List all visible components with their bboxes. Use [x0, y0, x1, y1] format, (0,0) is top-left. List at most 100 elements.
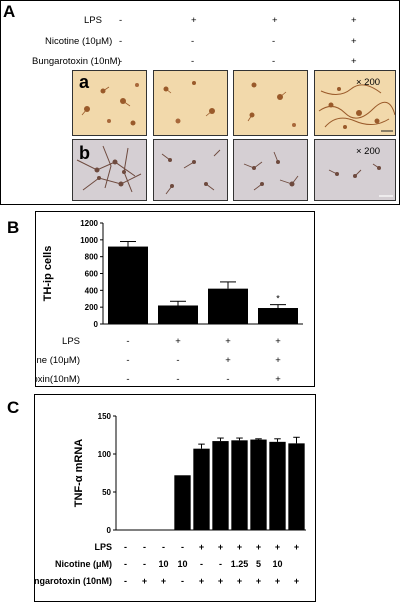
condition-value: + [351, 15, 357, 26]
y-tick-label: 1000 [80, 236, 98, 245]
condition-value: - [124, 576, 127, 586]
condition-value: - [126, 374, 129, 385]
condition-value: 1.25 [231, 559, 249, 569]
y-tick-label: 50 [102, 488, 111, 497]
condition-value: - [124, 559, 127, 569]
condition-value: + [275, 355, 281, 366]
condition-value: + [351, 36, 357, 47]
y-tick-label: 150 [98, 412, 112, 421]
condition-value: - [124, 542, 127, 552]
condition-value: + [161, 576, 166, 586]
micrograph-row-a-4 [314, 70, 396, 136]
bar [193, 448, 210, 530]
stained-cells-image [81, 83, 139, 126]
condition-label-bungarotoxin: Bungarotoxin (10nM) [32, 56, 121, 67]
stained-cells-image [161, 149, 221, 195]
condition-label: LPS [94, 542, 112, 552]
condition-value: + [272, 15, 278, 26]
stained-cells-image [318, 84, 395, 132]
y-axis-label: TNF-α mRNA [73, 439, 85, 508]
condition-label: Nicotine (μM) [55, 559, 112, 569]
stained-cells-image [328, 163, 393, 197]
condition-value: - [143, 542, 146, 552]
condition-label-lps: LPS [84, 15, 102, 26]
condition-value: + [199, 542, 204, 552]
y-tick-label: 0 [107, 526, 112, 535]
condition-value: 10 [158, 559, 168, 569]
bar [258, 308, 298, 324]
condition-value: - [143, 559, 146, 569]
micrograph-row-b-1 [72, 139, 147, 201]
condition-value: + [237, 542, 242, 552]
condition-value: + [275, 374, 281, 385]
condition-value: - [162, 542, 165, 552]
condition-label: Nicotine (10μM) [35, 355, 80, 366]
condition-value: + [294, 576, 299, 586]
panel-a-letter: A [3, 2, 16, 21]
bar [288, 443, 305, 530]
condition-value: - [191, 56, 195, 67]
micrograph-row-a-2 [153, 70, 228, 136]
bar [269, 441, 286, 530]
condition-value: + [256, 576, 261, 586]
condition-value: - [176, 374, 179, 385]
condition-value: 10 [272, 559, 282, 569]
chart-c: 0 50 100 150 TNF-α mRNA LPS - - - - + + + + + + Nicotine… [34, 412, 306, 586]
condition-value: + [199, 576, 204, 586]
panel-b-letter: B [7, 218, 20, 237]
bar [212, 441, 229, 530]
micrograph-row-a-3 [233, 70, 308, 136]
y-tick-label: 400 [85, 286, 99, 295]
condition-value: - [119, 56, 123, 67]
condition-label-nicotine: Nicotine (10μM) [45, 36, 113, 47]
y-tick-label: 200 [85, 303, 99, 312]
micrograph-row-b-4 [314, 139, 396, 201]
stained-cells-image [243, 151, 299, 191]
condition-value: - [272, 56, 276, 67]
condition-value: - [191, 36, 195, 47]
micrograph-row-b-2 [153, 139, 228, 201]
bar [108, 246, 148, 324]
y-tick-label: 0 [94, 320, 99, 329]
condition-value: + [191, 15, 197, 26]
row-a-magnification: × 200 [356, 77, 381, 88]
condition-value: + [294, 542, 299, 552]
stained-cells-image [247, 82, 296, 127]
condition-label: Bungarotoxin(10nM) [35, 374, 80, 385]
condition-value: - [176, 355, 179, 366]
condition-value: + [351, 56, 357, 67]
stained-cells-image [163, 81, 215, 124]
bar [174, 475, 191, 530]
row-b-label: b [79, 143, 90, 163]
bar [250, 439, 267, 530]
chart-b: 0 200 400 600 800 1000 1200 TH-ip cells * LPS - + + +… [35, 219, 303, 385]
condition-value: - [219, 559, 222, 569]
bar [208, 288, 248, 324]
condition-value: + [275, 576, 280, 586]
y-tick-label: 600 [85, 270, 99, 279]
micrograph-row-a-1 [72, 70, 147, 136]
significance-marker: * [276, 294, 280, 304]
condition-value: - [181, 576, 184, 586]
micrograph-row-b-3 [233, 139, 308, 201]
condition-value: 5 [256, 559, 261, 569]
condition-value: + [225, 355, 231, 366]
row-a-label: a [79, 72, 90, 92]
condition-value: + [175, 336, 181, 347]
condition-value: 10 [177, 559, 187, 569]
condition-value: - [119, 15, 123, 26]
bar [231, 440, 248, 530]
y-axis-label: TH-ip cells [42, 246, 54, 302]
row-b-magnification: × 200 [356, 146, 381, 157]
condition-value: - [200, 559, 203, 569]
condition-value: + [275, 336, 281, 347]
condition-value: - [272, 36, 276, 47]
condition-label: LPS [62, 336, 80, 347]
panel-c-frame [34, 394, 316, 602]
condition-value: - [226, 374, 229, 385]
condition-value: - [119, 36, 123, 47]
y-tick-label: 1200 [80, 219, 98, 228]
condition-value: - [181, 542, 184, 552]
condition-value: + [237, 576, 242, 586]
condition-value: - [126, 336, 129, 347]
